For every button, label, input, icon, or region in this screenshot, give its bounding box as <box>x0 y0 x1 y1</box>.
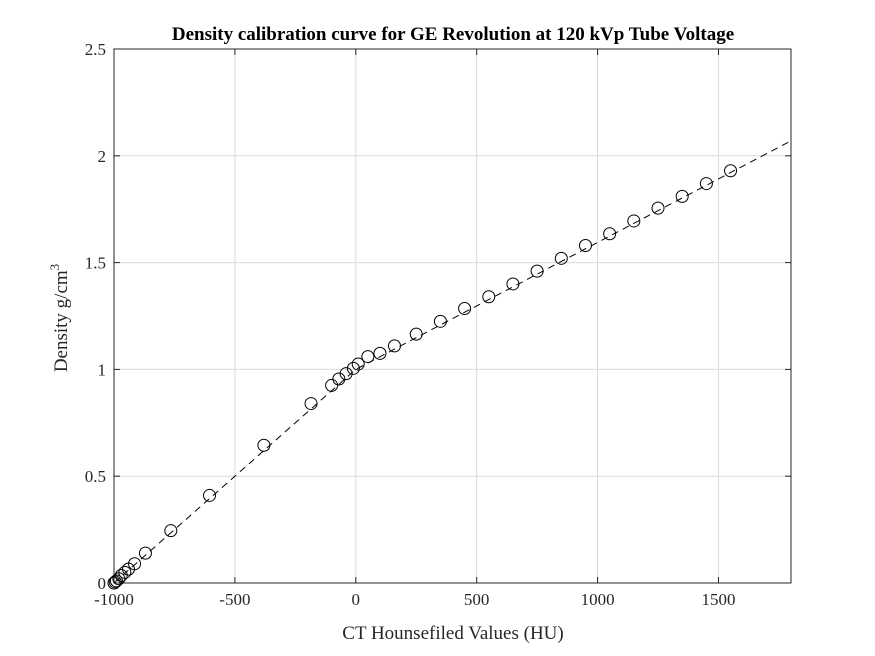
data-point-circle <box>530 264 544 278</box>
fit-curve-dashed <box>113 140 792 584</box>
x-axis-label: CT Hounsefiled Values (HU) <box>342 623 563 644</box>
data-point-circle <box>346 361 360 375</box>
y-axis-label-superscript: 3 <box>47 264 62 271</box>
data-point-circle <box>506 277 520 291</box>
fit-curve-layer <box>113 140 792 584</box>
data-point-circle <box>203 488 217 502</box>
data-point-circle <box>118 565 132 579</box>
ticks: -1000 -500 0 500 1000 1500 0 0.5 1 1.5 2 2.5 <box>85 40 791 609</box>
data-point-circle <box>325 378 339 392</box>
data-point-circle <box>304 397 318 411</box>
data-point-circle <box>627 214 641 228</box>
x-tick-label: 0 <box>352 590 361 609</box>
data-point-circle <box>109 574 123 588</box>
y-axis-label-main: Density g/cm <box>51 270 72 372</box>
x-tick-label: -500 <box>219 590 250 609</box>
y-tick-label: 1 <box>98 360 107 379</box>
data-point-circle <box>554 251 568 265</box>
data-point-circle <box>128 557 142 571</box>
data-point-circle <box>138 546 152 560</box>
chart-title: Density calibration curve for GE Revolut… <box>172 24 734 45</box>
data-point-circle <box>603 227 617 241</box>
x-tick-label: 500 <box>464 590 490 609</box>
data-point-circle <box>482 290 496 304</box>
y-tick-label: 0.5 <box>85 467 106 486</box>
data-point-circle <box>351 357 365 371</box>
data-point-circle <box>651 201 665 215</box>
x-tick-label: 1000 <box>581 590 615 609</box>
data-point-circle <box>699 177 713 191</box>
x-tick-label: 1500 <box>701 590 735 609</box>
data-point-circle <box>373 346 387 360</box>
data-point-circle <box>578 239 592 253</box>
data-point-circle <box>675 189 689 203</box>
data-point-circle <box>164 524 178 538</box>
data-point-circle <box>458 302 472 316</box>
y-tick-label: 0 <box>98 574 107 593</box>
y-axis-label: Density g/cm3 <box>47 264 72 372</box>
axes-frame <box>113 48 792 584</box>
data-point-circle <box>361 350 375 364</box>
data-point-circle <box>387 339 401 353</box>
data-point-circle <box>339 367 353 381</box>
y-tick-label: 1.5 <box>85 254 106 273</box>
y-tick-label: 2 <box>98 147 107 166</box>
data-point-circle <box>724 164 738 178</box>
data-point-circle <box>433 314 447 328</box>
data-point-circle <box>107 576 121 590</box>
x-tick-label: -1000 <box>94 590 134 609</box>
data-point-circle <box>409 327 423 341</box>
y-tick-label: 2.5 <box>85 40 106 59</box>
data-markers <box>107 164 738 590</box>
data-point-circle <box>332 372 346 386</box>
data-point-circle <box>114 569 128 583</box>
data-point-circle <box>257 438 271 452</box>
